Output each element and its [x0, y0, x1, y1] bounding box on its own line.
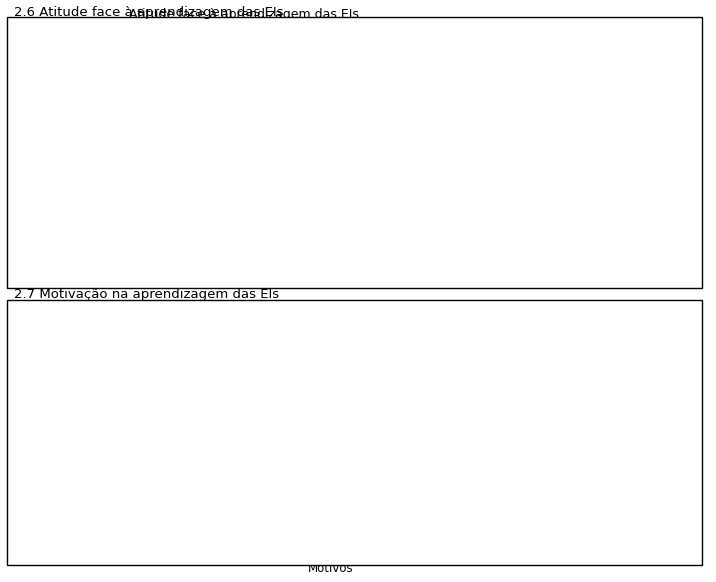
Text: 72: 72 — [387, 326, 402, 339]
Text: 57: 57 — [132, 365, 147, 378]
Wedge shape — [205, 101, 243, 159]
Bar — [233, 352, 302, 530]
Bar — [105, 381, 175, 530]
Text: 94%: 94% — [230, 233, 257, 246]
Text: 2.7 Motivação na aprendizagem das EIs: 2.7 Motivação na aprendizagem das EIs — [14, 288, 279, 301]
Text: Negativa: Negativa — [505, 203, 555, 212]
Bar — [488, 517, 557, 530]
Text: 5: 5 — [518, 502, 526, 514]
Text: 68: 68 — [260, 336, 275, 349]
Wedge shape — [137, 101, 349, 217]
Text: 系列1: 系列1 — [630, 453, 650, 463]
Y-axis label: Quantidade de aluno: Quantidade de aluno — [51, 370, 61, 480]
FancyBboxPatch shape — [600, 436, 686, 480]
Title: Atitude face à aprendizagem das EIs: Atitude face à aprendizagem das EIs — [128, 8, 359, 21]
X-axis label: Motivos: Motivos — [309, 562, 354, 575]
Polygon shape — [137, 105, 349, 245]
Bar — [360, 341, 430, 530]
Bar — [465, 201, 490, 214]
Bar — [465, 166, 490, 179]
Text: 6%: 6% — [189, 62, 209, 75]
Bar — [605, 448, 624, 469]
Polygon shape — [205, 109, 243, 187]
Title: Motivação na aprendizagem das EIs: Motivação na aprendizagem das EIs — [218, 303, 444, 316]
Text: 2.6 Atitude face à aprendizagem das EIs: 2.6 Atitude face à aprendizagem das EIs — [14, 6, 284, 19]
Polygon shape — [205, 109, 243, 187]
FancyBboxPatch shape — [451, 140, 630, 233]
Text: Positiva: Positiva — [505, 167, 548, 178]
